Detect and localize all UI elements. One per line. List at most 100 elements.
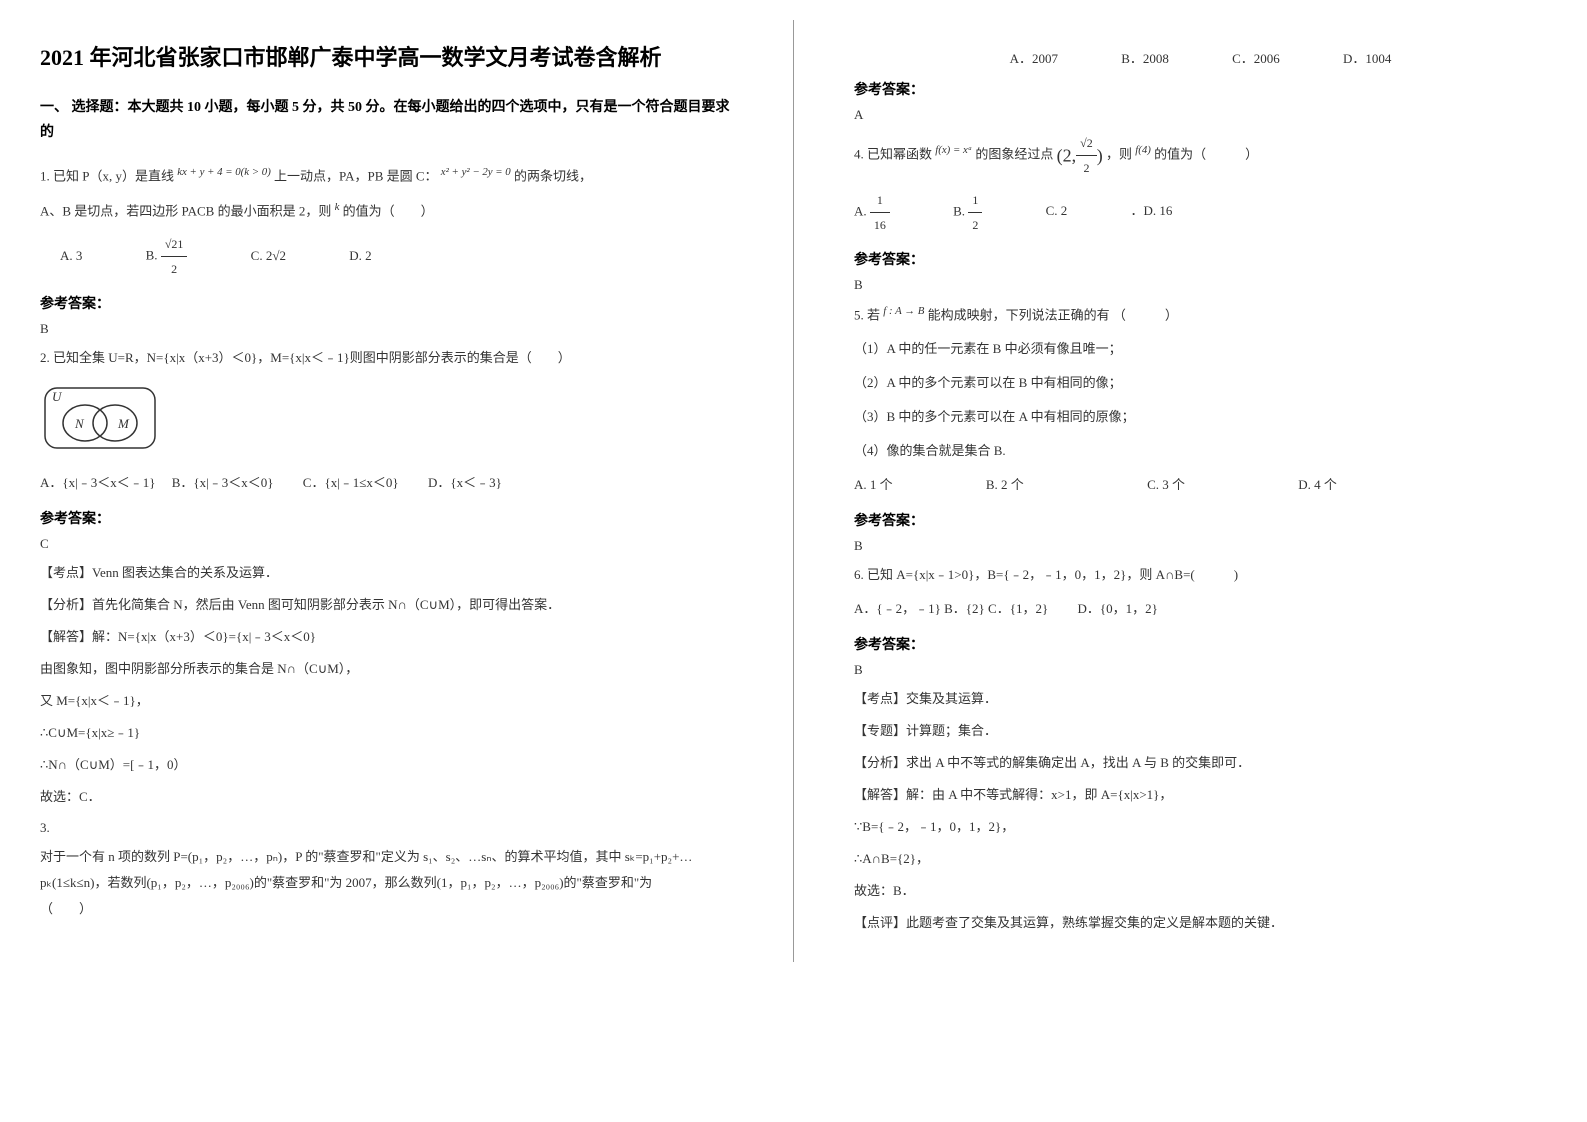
q2-exp2: 【分析】首先化简集合 N，然后由 Venn 图可知阴影部分表示 N∩（C∪M），… [40,592,733,618]
q6-exp8: 【点评】此题考查了交集及其运算，熟练掌握交集的定义是解本题的关键． [854,910,1547,936]
q6-options: A．{﹣2，﹣1} B．{2} C．{1，2} D．{0，1，2} [854,596,1547,622]
q6-exp5: ∵B={﹣2，﹣1，0，1，2}， [854,814,1547,840]
q4-f2-frac: √2 2 [1076,131,1097,180]
q1-answer-label: 参考答案： [40,293,733,313]
q2-exp1: 【考点】Venn 图表达集合的关系及运算． [40,560,733,586]
q4-optA-num: 1 [870,188,890,213]
q4-optA-label: A. [854,203,867,218]
q2-exp8: 故选：C． [40,784,733,810]
q4-f2-num: √2 [1076,131,1097,156]
q2-exp6: ∴C∪M={x|x≥﹣1} [40,720,733,746]
question-6: 6. 已知 A={x|x﹣1>0}，B={﹣2，﹣1，0，1，2}，则 A∩B=… [854,562,1547,588]
q4-optB-num: 1 [968,188,982,213]
q5-optB: B. 2 个 [986,472,1024,498]
q1-text4: A、B 是切点，若四边形 PACB 的最小面积是 2，则 [40,203,331,218]
q4-optA-frac: 1 16 [870,188,890,237]
right-column: A．2007 B．2008 C．2006 D．1004 参考答案： A 4. 已… [834,20,1567,962]
venn-diagram: U N M [40,383,733,458]
column-divider [793,20,794,962]
q4-text1: 4. 已知幂函数 [854,146,932,161]
q5-item3: （3）B 中的多个元素可以在 A 中有相同的原像； [854,404,1547,430]
q3-answer: A [854,107,1547,123]
q4-options: A. 1 16 B. 1 2 C. 2 ．D. 16 [854,188,1547,237]
q1-text2: 上一动点，PA，PB 是圆 C： [274,168,438,183]
q2-answer-label: 参考答案： [40,508,733,528]
q2-answer: C [40,536,733,552]
q5-item1: （1）A 中的任一元素在 B 中必须有像且唯一； [854,336,1547,362]
q1-formula3: k [335,201,340,213]
q1-optA: A. 3 [60,243,82,269]
q4-formula3: f(4) [1135,144,1151,156]
q5-text1: 5. 若 [854,307,880,322]
q4-optA: A. 1 16 [854,188,890,237]
q2-exp7: ∴N∩（C∪M）=[﹣1，0） [40,752,733,778]
q2-options: A．{x|﹣3＜x＜﹣1} B．{x|﹣3＜x＜0} C．{x|﹣1≤x＜0} … [40,470,733,496]
q6-answer: B [854,662,1547,678]
document-title: 2021 年河北省张家口市邯郸广泰中学高一数学文月考试卷含解析 [40,40,733,75]
q5-text2: 能构成映射，下列说法正确的有 （ ） [928,307,1178,322]
q1-optB-frac: √21 2 [161,232,188,281]
q1-optB-label: B. [146,248,158,263]
q6-exp3: 【分析】求出 A 中不等式的解集确定出 A，找出 A 与 B 的交集即可． [854,750,1547,776]
q6-exp6: ∴A∩B={2}， [854,846,1547,872]
q6-exp1: 【考点】交集及其运算． [854,686,1547,712]
venn-rect [45,388,155,448]
left-column: 2021 年河北省张家口市邯郸广泰中学高一数学文月考试卷含解析 一、 选择题：本… [20,20,753,962]
q2-exp3: 【解答】解：N={x|x（x+3）＜0}={x|﹣3＜x＜0} [40,624,733,650]
q5-item2: （2）A 中的多个元素可以在 B 中有相同的像； [854,370,1547,396]
q6-optD: D．{0，1，2} [1077,601,1157,616]
q6-optA: A．{﹣2，﹣1} [854,601,941,616]
q6-exp2: 【专题】计算题；集合． [854,718,1547,744]
q5-item4: （4）像的集合就是集合 B. [854,438,1547,464]
q4-answer-label: 参考答案： [854,249,1547,269]
q4-text3: ，则 [1106,146,1132,161]
q1-optB-den: 2 [161,257,188,281]
venn-M-circle [93,405,137,441]
q4-rparen: ) [1097,146,1103,166]
section-header: 一、 选择题：本大题共 10 小题，每小题 5 分，共 50 分。在每小题给出的… [40,95,733,145]
q4-optB-den: 2 [968,213,982,237]
q3-optC: C．2006 [1232,48,1280,67]
q4-optD: ．D. 16 [1130,198,1172,224]
q3-answer-label: 参考答案： [854,79,1547,99]
q6-optB: B．{2} [944,601,985,616]
question-5: 5. 若 f : A → B 能构成映射，下列说法正确的有 （ ） [854,301,1547,328]
q2-optC: C．{x|﹣1≤x＜0} [303,475,399,490]
q3-optB: B．2008 [1121,48,1169,67]
q2-exp4: 由图象知，图中阴影部分所表示的集合是 N∩（C∪M）， [40,656,733,682]
q2-optB: B．{x|﹣3＜x＜0} [172,475,274,490]
q3-label: 3. [40,820,733,836]
q6-exp4: 【解答】解：由 A 中不等式解得：x>1，即 A={x|x>1}， [854,782,1547,808]
q5-formula: f : A → B [883,305,924,317]
q4-formula1: f(x) = xᵃ [935,144,972,156]
q3-optA: A．2007 [1010,48,1058,67]
q5-optC: C. 3 个 [1147,472,1185,498]
q1-text3: 的两条切线， [514,168,592,183]
q1-optC: C. 2√2 [251,243,286,269]
q4-answer: B [854,277,1547,293]
q4-optB-frac: 1 2 [968,188,982,237]
q4-text4: 的值为（ ） [1154,146,1258,161]
q1-formula1: kx + y + 4 = 0(k > 0) [177,166,271,178]
q4-optB-label: B. [953,203,965,218]
q5-answer-label: 参考答案： [854,510,1547,530]
q6-answer-label: 参考答案： [854,634,1547,654]
question-2: 2. 已知全集 U=R，N={x|x（x+3）＜0}，M={x|x＜﹣1}则图中… [40,345,733,371]
q4-optA-den: 16 [870,213,890,237]
q1-text5: 的值为（ ） [343,203,434,218]
venn-U: U [52,389,63,404]
q3-options: A．2007 B．2008 C．2006 D．1004 [854,48,1547,67]
q3-optD: D．1004 [1343,48,1391,67]
q1-options: A. 3 B. √21 2 C. 2√2 D. 2 [40,232,733,281]
q6-optC: C．{1，2} [988,601,1048,616]
q1-answer: B [40,321,733,337]
q2-optD: D．{x＜﹣3} [428,475,502,490]
question-4: 4. 已知幂函数 f(x) = xᵃ 的图象经过点 (2, √2 2 ) ，则 … [854,131,1547,180]
question-3: 对于一个有 n 项的数列 P=(p₁，p₂，…，pₙ)，P 的"蔡查罗和"定义为… [40,844,733,922]
q1-text: 1. 已知 P（x, y）是直线 [40,168,174,183]
q6-exp7: 故选：B． [854,878,1547,904]
q4-optC: C. 2 [1046,198,1068,224]
question-1: 1. 已知 P（x, y）是直线 kx + y + 4 = 0(k > 0) 上… [40,162,733,189]
venn-svg: U N M [40,383,160,453]
venn-N: N [74,416,85,431]
